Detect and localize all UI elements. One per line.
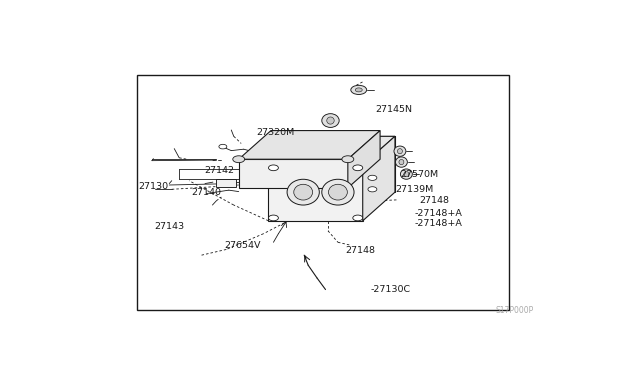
Circle shape: [233, 156, 244, 163]
Polygon shape: [239, 159, 348, 188]
Text: 27143: 27143: [154, 222, 184, 231]
Ellipse shape: [396, 157, 408, 167]
Polygon shape: [269, 165, 363, 221]
Ellipse shape: [322, 114, 339, 128]
Circle shape: [368, 187, 377, 192]
Text: 27130: 27130: [138, 182, 169, 191]
Text: 27148: 27148: [420, 196, 450, 205]
Ellipse shape: [397, 149, 403, 154]
Text: 27148: 27148: [346, 246, 375, 255]
Circle shape: [269, 165, 278, 171]
Text: -27130C: -27130C: [370, 285, 410, 294]
Text: 27139M: 27139M: [395, 185, 433, 194]
Ellipse shape: [404, 171, 409, 177]
Text: 27142: 27142: [204, 166, 234, 175]
Text: 27145N: 27145N: [375, 105, 412, 113]
Circle shape: [219, 144, 227, 149]
Circle shape: [368, 175, 377, 180]
Ellipse shape: [401, 169, 412, 179]
Bar: [216, 179, 236, 187]
Circle shape: [353, 165, 363, 171]
Ellipse shape: [322, 179, 354, 205]
Ellipse shape: [328, 184, 348, 200]
Circle shape: [269, 215, 278, 221]
Text: 27654V: 27654V: [224, 241, 260, 250]
Circle shape: [342, 156, 354, 163]
Polygon shape: [269, 136, 395, 165]
Polygon shape: [239, 131, 380, 159]
Text: -27148+A: -27148+A: [415, 209, 463, 218]
Ellipse shape: [327, 117, 334, 124]
Text: -27148+A: -27148+A: [415, 219, 463, 228]
Polygon shape: [363, 136, 395, 221]
Text: 27140: 27140: [191, 187, 221, 197]
Circle shape: [355, 88, 362, 92]
Text: S17P000P: S17P000P: [495, 306, 534, 315]
Polygon shape: [348, 131, 380, 188]
Ellipse shape: [394, 146, 406, 156]
Text: 27320M: 27320M: [256, 128, 294, 137]
Ellipse shape: [399, 160, 404, 165]
Ellipse shape: [287, 179, 319, 205]
Circle shape: [351, 85, 367, 94]
Circle shape: [353, 215, 363, 221]
Ellipse shape: [294, 184, 312, 200]
Text: 27570M: 27570M: [400, 170, 438, 179]
Bar: [137, 75, 509, 310]
